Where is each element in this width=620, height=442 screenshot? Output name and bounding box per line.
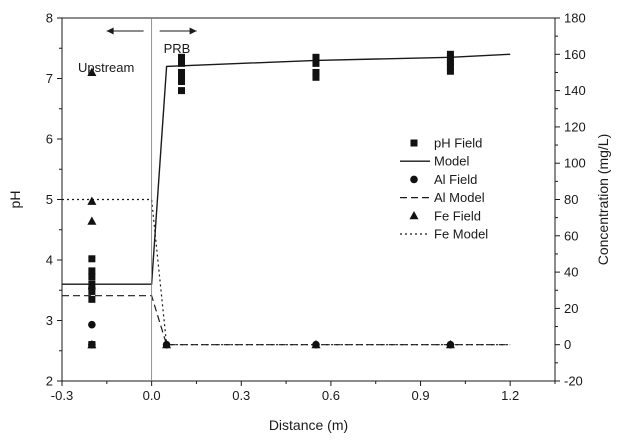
y-tick-label: 6 [46, 132, 53, 147]
y2-tick-label: 180 [564, 11, 586, 26]
series-markers [87, 50, 455, 349]
data-point-ph-field [88, 273, 96, 281]
y2-axis-label: Concentration (mg/L) [595, 134, 611, 266]
prb-label: PRB [164, 41, 191, 56]
data-point-ph-field [312, 68, 320, 76]
y2-tick-label: 140 [564, 83, 586, 98]
legend-symbol [409, 211, 419, 220]
y2-tick-label: 0 [564, 337, 571, 352]
y-tick-label: 2 [46, 374, 53, 389]
upstream-arrow-head [106, 27, 114, 35]
data-point-ph-field [178, 59, 186, 67]
legend-symbol [410, 175, 418, 184]
data-point-fe-field [162, 339, 172, 349]
y2-tick-label: 40 [564, 265, 578, 280]
data-point-ph-field [446, 62, 454, 70]
data-point-ph-field [88, 295, 96, 303]
y2-tick-label: -20 [564, 374, 583, 389]
data-point-ph-field [446, 67, 454, 75]
x-tick-label: 1.2 [501, 388, 519, 403]
y2-tick-label: 120 [564, 119, 586, 134]
legend-label: Al Field [434, 172, 477, 187]
data-point-ph-field [88, 255, 96, 263]
x-tick-label: 0.9 [412, 388, 430, 403]
data-point-al-field [88, 320, 96, 329]
data-point-fe-field [87, 67, 97, 76]
y2-tick-label: 80 [564, 192, 578, 207]
x-tick-label: 0.6 [322, 388, 340, 403]
y-tick-label: 3 [46, 313, 53, 328]
y-tick-label: 7 [46, 71, 53, 86]
data-point-fe-field [311, 339, 321, 349]
data-point-ph-field [88, 280, 96, 288]
x-tick-label: -0.3 [51, 388, 73, 403]
data-point-al-field [88, 284, 96, 293]
data-point-ph-field [88, 267, 96, 275]
series-lines [62, 53, 511, 346]
legend-label: Fe Field [434, 208, 481, 223]
y-tick-label: 8 [46, 11, 53, 26]
y-axis-label: pH [7, 191, 23, 209]
legend-label: Model [434, 154, 470, 169]
data-point-ph-field [446, 59, 454, 67]
axes: -0.3 0.0 0.3 0.6 0.9 1.2 2 3 4 5 6 7 8 -20 0 20 40 60 80 10… [7, 11, 611, 434]
x-tick-label: 0.3 [232, 388, 250, 403]
data-point-ph-field [312, 53, 320, 61]
data-point-ph-field [178, 87, 186, 95]
series-line-al-model [62, 295, 511, 346]
series-line-model [62, 53, 511, 285]
prb-arrow-head [189, 27, 197, 35]
data-point-fe-field [445, 339, 455, 349]
data-point-ph-field [178, 68, 186, 76]
data-point-ph-field [178, 53, 186, 61]
data-point-ph-field [178, 78, 186, 86]
y2-tick-label: 60 [564, 228, 578, 243]
data-point-ph-field [446, 50, 454, 58]
data-point-ph-field [446, 55, 454, 63]
y-tick-label: 4 [46, 253, 53, 268]
data-point-fe-field [87, 216, 97, 225]
annotations: Upstream PRB [78, 18, 197, 381]
legend-label: pH Field [434, 136, 482, 151]
y2-tick-label: 20 [564, 301, 578, 316]
upstream-label: Upstream [78, 60, 134, 75]
data-point-fe-field [87, 339, 97, 349]
y-tick-label: 5 [46, 192, 53, 207]
data-point-fe-field [87, 196, 97, 205]
legend-label: Al Model [434, 190, 485, 205]
data-point-ph-field [312, 73, 320, 81]
y2-tick-label: 100 [564, 156, 586, 171]
legend-label: Fe Model [434, 227, 488, 242]
x-axis-label: Distance (m) [269, 417, 348, 433]
legend-symbol [410, 139, 418, 147]
legend: pH Field Model Al Field Al Model Fe Field Fe … [400, 136, 488, 242]
x-tick-label: 0.0 [143, 388, 161, 403]
data-point-ph-field [312, 59, 320, 67]
y2-tick-label: 160 [564, 47, 586, 62]
